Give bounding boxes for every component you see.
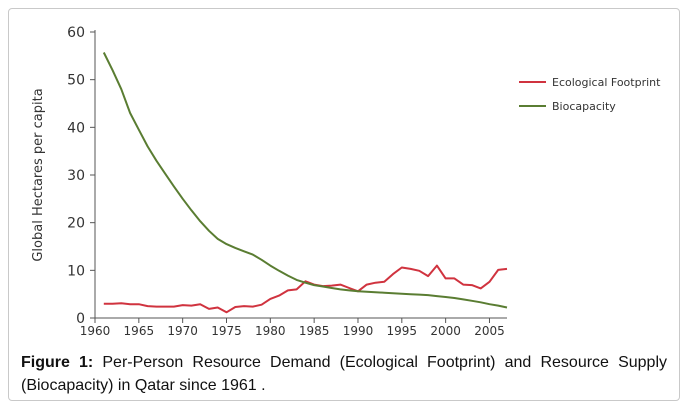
figure-caption: Figure 1: Per-Person Resource Demand (Ec…	[21, 351, 667, 397]
y-tick-label: 50	[67, 73, 85, 89]
x-tick-label: 1970	[167, 324, 198, 338]
y-tick-label: 10	[67, 263, 85, 279]
chart-series	[102, 52, 508, 314]
x-tick-label: 2000	[430, 324, 461, 338]
series-line-ecological-footprint	[103, 264, 508, 314]
x-tick-label: 1965	[124, 324, 155, 338]
y-tick-label: 60	[67, 25, 85, 41]
y-tick-label: 20	[67, 216, 85, 232]
x-tick-label: 1975	[211, 324, 242, 338]
caption-text: Per-Person Resource Demand (Ecological F…	[21, 354, 667, 394]
y-tick-label: 40	[67, 120, 85, 136]
x-tick-label: 1980	[255, 324, 286, 338]
legend-label: Biocapacity	[552, 100, 616, 113]
y-tick-label: 0	[76, 311, 85, 327]
y-axis-title: Global Hectares per capita	[31, 88, 46, 261]
y-tick-label: 30	[67, 168, 85, 184]
line-chart: 0 10 20 30 40 50 60 1960 1965 1970 1975 1980 1985 199…	[31, 25, 661, 338]
caption-label: Figure 1:	[21, 354, 94, 371]
x-tick-label: 1990	[343, 324, 374, 338]
legend-label: Ecological Footprint	[552, 76, 661, 89]
chart-legend: Ecological Footprint Biocapacity	[519, 76, 661, 113]
x-tick-label: 2005	[474, 324, 505, 338]
series-line-biocapacity	[102, 52, 508, 309]
figure-frame	[8, 8, 680, 401]
x-tick-label: 1960	[80, 324, 111, 338]
chart-axes: 0 10 20 30 40 50 60 1960 1965 1970 1975 1980 1985 199…	[31, 25, 507, 338]
x-tick-label: 1995	[387, 324, 418, 338]
x-tick-label: 1985	[299, 324, 330, 338]
